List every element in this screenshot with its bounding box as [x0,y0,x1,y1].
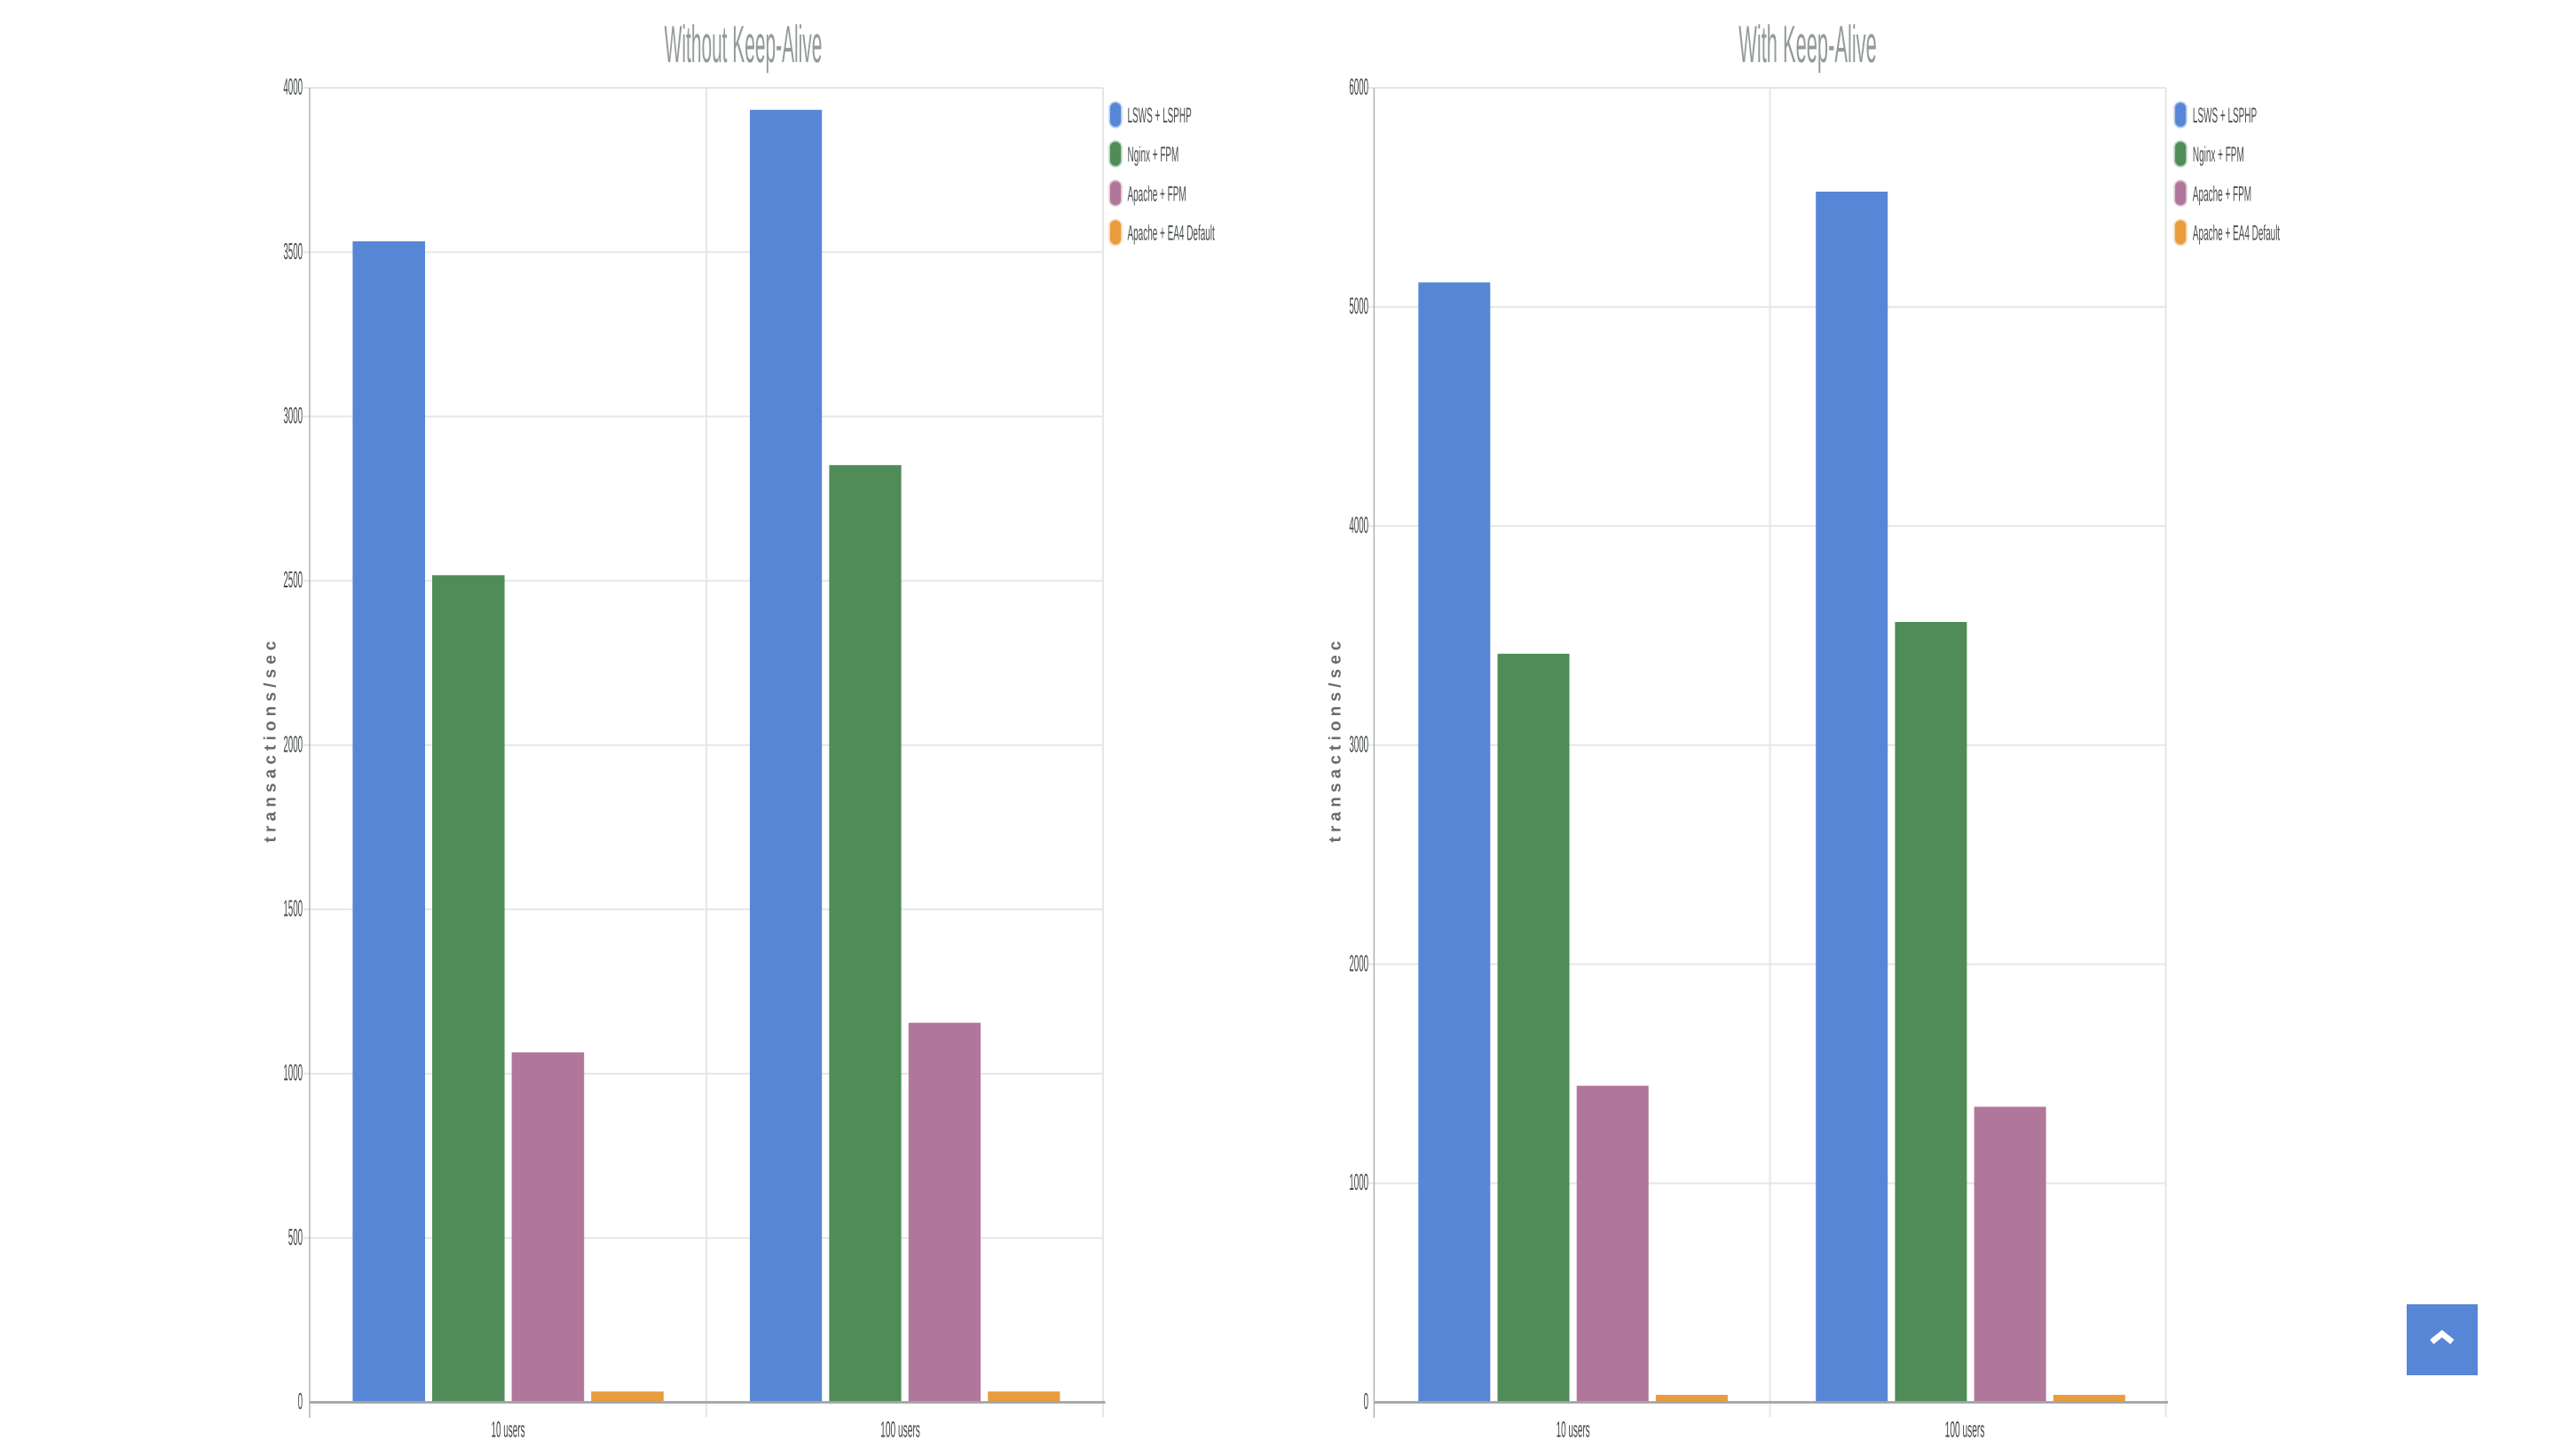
svg-text:Apache + EA4 Default: Apache + EA4 Default [2193,222,2280,246]
svg-text:4000: 4000 [283,74,303,100]
svg-text:3000: 3000 [283,402,303,429]
svg-text:1000: 1000 [1349,1169,1368,1195]
svg-text:Apache + EA4 Default: Apache + EA4 Default [1128,222,1215,246]
svg-text:2500: 2500 [283,566,303,593]
svg-text:6000: 6000 [1349,74,1368,100]
svg-text:1000: 1000 [283,1059,303,1086]
svg-text:4000: 4000 [1349,511,1368,538]
svg-text:2000: 2000 [283,730,303,757]
svg-text:100 users: 100 users [1945,1418,1985,1443]
svg-text:Apache + FPM: Apache + FPM [2193,182,2251,206]
svg-text:5000: 5000 [1349,293,1368,319]
svg-text:3000: 3000 [1349,730,1368,757]
svg-text:LSWS + LSPHP: LSWS + LSPHP [2193,104,2257,128]
svg-text:0: 0 [298,1388,303,1414]
svg-text:10 users: 10 users [491,1418,524,1443]
svg-text:10 users: 10 users [1557,1418,1590,1443]
svg-text:Nginx + FPM: Nginx + FPM [2193,143,2244,167]
svg-text:500: 500 [288,1224,303,1250]
svg-text:Nginx + FPM: Nginx + FPM [1128,143,1179,167]
svg-text:3500: 3500 [283,238,303,264]
svg-text:LSWS + LSPHP: LSWS + LSPHP [1128,104,1192,128]
svg-text:Without Keep-Alive: Without Keep-Alive [665,15,823,74]
svg-text:2000: 2000 [1349,949,1368,976]
svg-text:1500: 1500 [283,895,303,922]
svg-text:Apache + FPM: Apache + FPM [1128,182,1186,206]
svg-text:100 users: 100 users [880,1418,920,1443]
svg-text:With Keep-Alive: With Keep-Alive [1738,15,1877,74]
svg-text:0: 0 [1364,1388,1368,1414]
